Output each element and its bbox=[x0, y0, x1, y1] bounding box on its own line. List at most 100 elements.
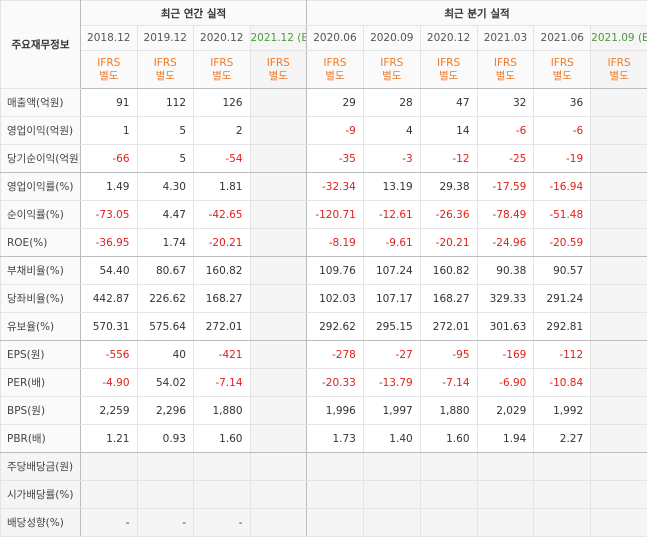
data-row: 시가배당률(%) bbox=[0, 480, 647, 509]
period-header: 2020.12 bbox=[419, 25, 478, 51]
value-cell: 5 bbox=[136, 116, 194, 145]
period-header: 2021.03 bbox=[476, 25, 535, 51]
value-cell bbox=[476, 508, 535, 537]
row-label: EPS(원) bbox=[0, 340, 81, 369]
value-cell bbox=[419, 480, 478, 509]
data-row: EPS(원) -556 40 -421 -278 -27 -95 -169 -112 bbox=[0, 340, 647, 369]
value-cell: -556 bbox=[80, 340, 138, 369]
statement-type: 별도 bbox=[382, 69, 402, 82]
data-row: PER(배) -4.90 54.02 -7.14 -20.33 -13.79 -7.14 -6… bbox=[0, 368, 647, 397]
data-row: 영업이익(억원) 1 5 2 -9 4 14 -6 -6 bbox=[0, 116, 647, 145]
period: 2021.12 bbox=[250, 32, 294, 44]
value-cell: 1.49 bbox=[80, 172, 138, 201]
value-cell: 28 bbox=[362, 88, 421, 117]
value-cell bbox=[249, 200, 308, 229]
value-cell bbox=[193, 452, 251, 481]
row-label: 유보율(%) bbox=[0, 312, 81, 341]
period: 2021.03 bbox=[483, 32, 528, 44]
value-cell: 2 bbox=[193, 116, 251, 145]
basis: IFRS bbox=[97, 56, 121, 69]
value-cell bbox=[249, 340, 308, 369]
period: 2020.12 bbox=[426, 32, 471, 44]
value-cell: -16.94 bbox=[533, 172, 592, 201]
value-cell bbox=[249, 452, 308, 481]
period: 2018.12 bbox=[87, 32, 131, 44]
statement-type: 별도 bbox=[212, 69, 232, 82]
value-cell: 1,880 bbox=[193, 396, 251, 425]
basis-header: IFRS 별도 bbox=[249, 50, 308, 89]
value-cell: 291.24 bbox=[533, 284, 592, 313]
row-label: 시가배당률(%) bbox=[0, 480, 81, 509]
value-cell: 1.73 bbox=[306, 424, 364, 453]
value-cell bbox=[590, 172, 647, 201]
period: 2020.09 bbox=[370, 32, 414, 44]
period-header: 2020.09 bbox=[362, 25, 421, 51]
period: 2021.09 bbox=[591, 32, 635, 44]
row-label: 매출액(억원) bbox=[0, 88, 81, 117]
value-cell bbox=[80, 452, 138, 481]
group-row: 주요재무정보 최근 연간 실적 최근 분기 실적 bbox=[0, 0, 647, 89]
value-cell: -6 bbox=[476, 116, 535, 145]
basis-header: IFRS 별도 bbox=[136, 50, 194, 89]
value-cell: 47 bbox=[419, 88, 478, 117]
value-cell: 329.33 bbox=[476, 284, 535, 313]
value-cell: 301.63 bbox=[476, 312, 535, 341]
period-header: 2020.06 bbox=[306, 25, 364, 51]
value-cell bbox=[590, 508, 647, 537]
value-cell: 272.01 bbox=[419, 312, 478, 341]
basis: IFRS bbox=[380, 56, 404, 69]
group-header: 최근 연간 실적 bbox=[79, 0, 308, 26]
value-cell bbox=[590, 116, 647, 145]
value-cell bbox=[249, 312, 308, 341]
basis-header: IFRS 별도 bbox=[362, 50, 421, 89]
value-cell: 2,259 bbox=[80, 396, 138, 425]
basis-header: IFRS 별도 bbox=[193, 50, 251, 89]
value-cell: -51.48 bbox=[533, 200, 592, 229]
basis: IFRS bbox=[210, 56, 234, 69]
row-label: 순이익률(%) bbox=[0, 200, 81, 229]
value-cell bbox=[136, 452, 194, 481]
value-cell: - bbox=[80, 508, 138, 537]
value-cell: 90.38 bbox=[476, 256, 535, 285]
value-cell: -25 bbox=[476, 144, 535, 173]
row-label: PER(배) bbox=[0, 368, 81, 397]
value-cell: - bbox=[193, 508, 251, 537]
basis-header: IFRS 별도 bbox=[306, 50, 364, 89]
value-cell: 40 bbox=[136, 340, 194, 369]
value-cell bbox=[590, 200, 647, 229]
period-header: 2021.09 (E) bbox=[590, 25, 647, 51]
basis-row: IFRS 별도 IFRS 별도 IFRS 별도 IFRS 별도 IFRS 별도 IFRS 별도 IFRS… bbox=[1, 50, 647, 89]
data-row: 배당성향(%) - - - bbox=[0, 508, 647, 537]
value-cell: -278 bbox=[306, 340, 364, 369]
value-cell: 168.27 bbox=[419, 284, 478, 313]
value-cell bbox=[306, 452, 364, 481]
value-cell bbox=[419, 508, 478, 537]
value-cell: -17.59 bbox=[476, 172, 535, 201]
value-cell: 1.74 bbox=[136, 228, 194, 257]
basis: IFRS bbox=[493, 56, 517, 69]
data-row: ROE(%) -36.95 1.74 -20.21 -8.19 -9.61 -20.21 -2… bbox=[0, 228, 647, 257]
value-cell: 0.93 bbox=[136, 424, 194, 453]
value-cell bbox=[590, 256, 647, 285]
value-cell: 1.21 bbox=[80, 424, 138, 453]
value-cell: -20.59 bbox=[533, 228, 592, 257]
value-cell: - bbox=[136, 508, 194, 537]
row-label: 당좌비율(%) bbox=[0, 284, 81, 313]
period: 2019.12 bbox=[143, 32, 187, 44]
period: 2020.06 bbox=[313, 32, 357, 44]
value-cell: 1.60 bbox=[193, 424, 251, 453]
value-cell: -7.14 bbox=[419, 368, 478, 397]
period-header: 2018.12 bbox=[80, 25, 138, 51]
basis: IFRS bbox=[607, 56, 631, 69]
value-cell bbox=[590, 452, 647, 481]
value-cell: 160.82 bbox=[193, 256, 251, 285]
value-cell: -13.79 bbox=[362, 368, 421, 397]
period-header: 2020.12 bbox=[193, 25, 251, 51]
statement-type: 별도 bbox=[609, 69, 629, 82]
value-cell bbox=[249, 172, 308, 201]
row-label: 배당성향(%) bbox=[0, 508, 81, 537]
value-cell bbox=[590, 424, 647, 453]
value-cell: 4.47 bbox=[136, 200, 194, 229]
value-cell: 14 bbox=[419, 116, 478, 145]
